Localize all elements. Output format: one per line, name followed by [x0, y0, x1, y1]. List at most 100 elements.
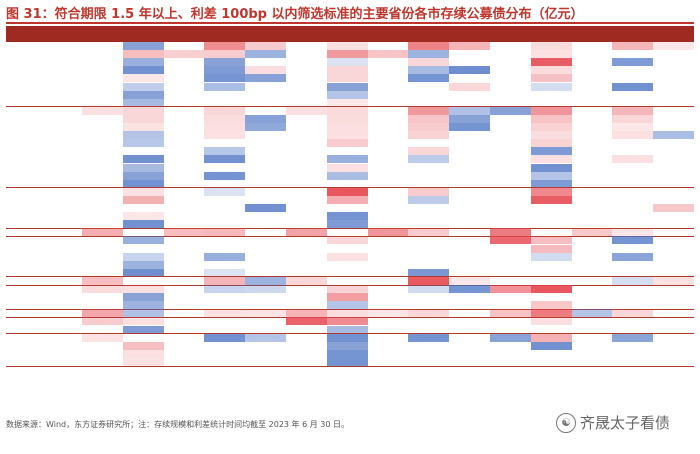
city-name — [44, 58, 82, 66]
value-cell — [653, 139, 694, 147]
value-cell — [204, 114, 246, 123]
value-cell — [653, 155, 694, 163]
value-cell — [408, 131, 450, 140]
province-label — [6, 107, 44, 188]
value-cell — [122, 139, 164, 148]
value-cell — [164, 155, 205, 163]
value-cell — [530, 187, 572, 196]
value-cell — [327, 147, 368, 155]
city-name — [44, 42, 82, 50]
value-cell — [408, 155, 450, 164]
value-cell — [204, 228, 246, 237]
value-cell — [530, 244, 572, 253]
value-cell — [612, 147, 653, 155]
value-cell — [204, 309, 246, 318]
value-cell — [326, 106, 368, 115]
value-cell — [612, 236, 654, 245]
value-cell — [653, 236, 694, 244]
figure-title: 图 31：符合期限 1.5 年以上、利差 100bp 以内筛选标准的主要省份各市… — [6, 7, 584, 22]
value-cell — [122, 98, 164, 107]
value-cell — [326, 155, 368, 164]
value-cell — [408, 106, 450, 115]
value-cell — [123, 245, 164, 253]
value-cell — [449, 350, 490, 358]
value-cell — [531, 293, 572, 301]
value-cell — [245, 245, 286, 253]
value-cell — [367, 309, 409, 318]
value-cell — [653, 196, 694, 204]
value-cell — [408, 268, 450, 277]
value-cell — [245, 66, 286, 75]
value-cell — [82, 172, 123, 180]
value-cell — [449, 196, 490, 204]
header-subcolumn — [530, 34, 572, 42]
value-cell — [326, 309, 368, 318]
value-cell — [326, 212, 368, 221]
value-cell — [653, 253, 694, 261]
city-name — [44, 188, 82, 196]
city-name — [44, 66, 82, 74]
value-cell — [326, 131, 368, 140]
value-cell — [286, 358, 327, 366]
value-cell — [530, 333, 572, 342]
value-cell — [327, 261, 368, 269]
province-label — [6, 317, 44, 333]
value-cell — [326, 98, 368, 107]
value-cell — [572, 196, 613, 204]
value-cell — [368, 172, 409, 180]
value-cell — [368, 204, 409, 212]
value-cell — [530, 139, 572, 148]
value-cell — [82, 333, 123, 342]
value-cell — [123, 334, 164, 342]
value-cell — [327, 245, 368, 253]
value-cell — [82, 309, 123, 318]
value-cell — [490, 58, 531, 66]
value-cell — [490, 147, 531, 155]
value-cell — [530, 309, 572, 318]
value-cell — [82, 50, 123, 58]
value-cell — [612, 123, 654, 132]
value-cell — [204, 106, 246, 115]
value-cell — [82, 42, 123, 50]
value-cell — [245, 155, 286, 163]
city-name — [44, 285, 82, 293]
value-cell — [368, 74, 409, 82]
value-cell — [326, 82, 368, 91]
value-cell — [204, 317, 245, 325]
value-cell — [327, 204, 368, 212]
value-cell — [204, 196, 245, 204]
value-cell — [245, 58, 286, 66]
value-cell — [245, 107, 286, 115]
province-label — [6, 236, 44, 277]
value-cell — [530, 155, 572, 164]
value-cell — [204, 91, 245, 99]
header-subcolumn — [408, 34, 450, 42]
value-cell — [326, 66, 368, 75]
value-cell — [286, 276, 327, 285]
value-cell — [408, 147, 450, 156]
value-cell — [286, 42, 327, 50]
value-cell — [449, 50, 490, 58]
value-cell — [164, 334, 205, 342]
value-cell — [653, 50, 694, 58]
city-name — [44, 261, 82, 269]
value-cell — [82, 236, 123, 244]
value-cell — [530, 74, 572, 83]
value-cell — [326, 74, 368, 83]
value-cell — [408, 91, 449, 99]
header-subcolumn — [449, 34, 490, 42]
value-cell — [653, 83, 694, 91]
value-cell — [530, 341, 572, 350]
value-cell — [490, 115, 531, 123]
wechat-icon: ☯ — [556, 412, 576, 433]
value-cell — [326, 171, 368, 180]
city-name — [44, 50, 82, 58]
value-cell — [653, 350, 694, 358]
value-cell — [286, 50, 327, 58]
value-cell — [82, 196, 123, 204]
value-cell — [164, 66, 205, 74]
value-cell — [408, 164, 449, 172]
value-cell — [122, 260, 164, 269]
value-cell — [326, 357, 368, 366]
value-cell — [164, 253, 205, 261]
